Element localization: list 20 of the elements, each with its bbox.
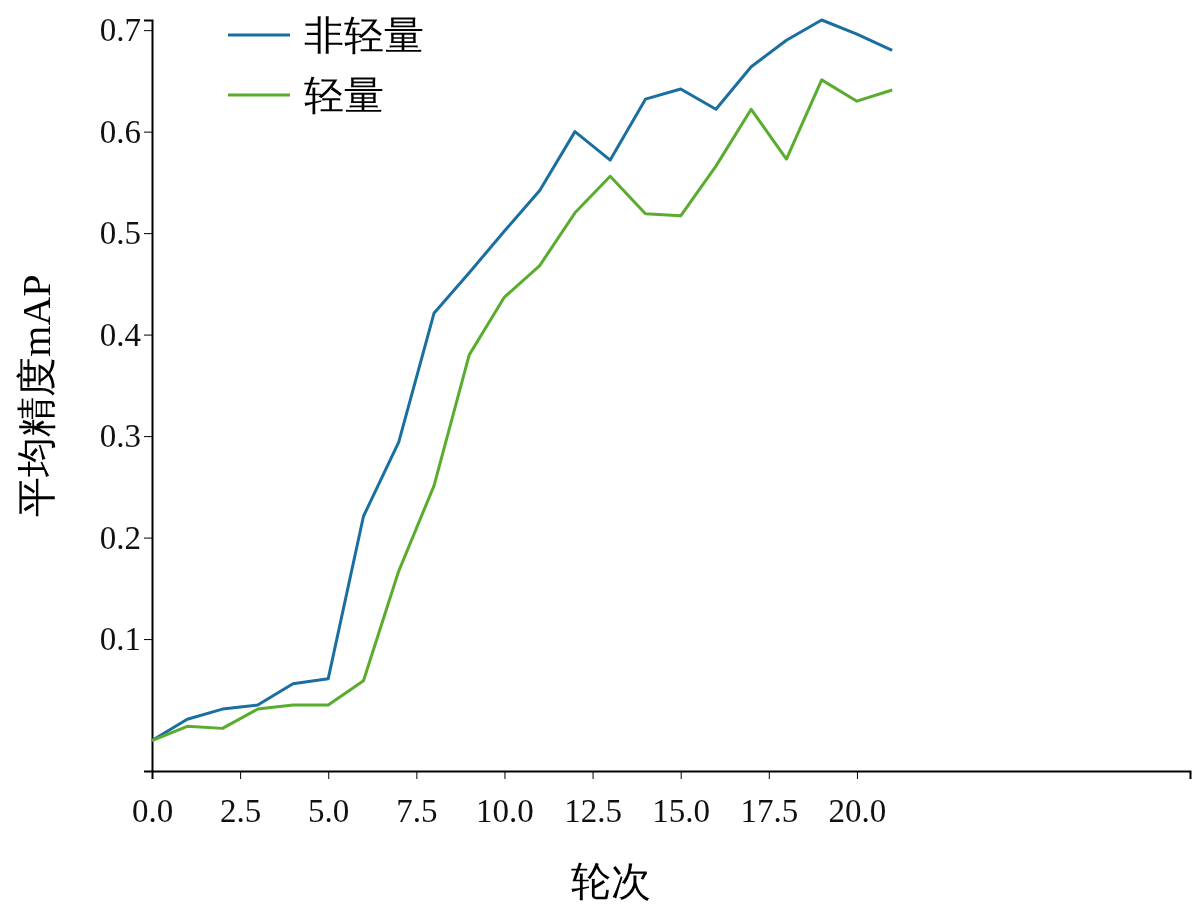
- y-tick-label: 0.1: [99, 621, 141, 658]
- y-tick-label: 0.4: [99, 316, 141, 353]
- x-tick-label: 20.0: [828, 792, 887, 829]
- x-tick-label: 7.5: [396, 792, 438, 829]
- x-axis-title: 轮次: [571, 859, 651, 904]
- legend-label: 轻量: [304, 73, 384, 118]
- legend-label: 非轻量: [304, 13, 424, 58]
- x-tick-label: 2.5: [219, 792, 262, 829]
- x-tick-label: 12.5: [564, 792, 622, 829]
- y-axis-title: 平均精度mAP: [14, 274, 59, 517]
- x-tick-label: 0.0: [131, 792, 174, 829]
- x-tick-label: 15.0: [652, 792, 711, 829]
- y-tick-label: 0.3: [99, 418, 141, 455]
- x-tick-label: 17.5: [740, 792, 799, 829]
- y-tick-label: 0.6: [99, 113, 141, 150]
- x-tick-label: 10.0: [476, 792, 534, 829]
- y-tick-label: 0.7: [99, 12, 141, 49]
- y-tick-label: 0.2: [99, 519, 141, 556]
- x-tick-label: 5.0: [308, 792, 350, 829]
- y-tick-label: 0.5: [99, 215, 141, 252]
